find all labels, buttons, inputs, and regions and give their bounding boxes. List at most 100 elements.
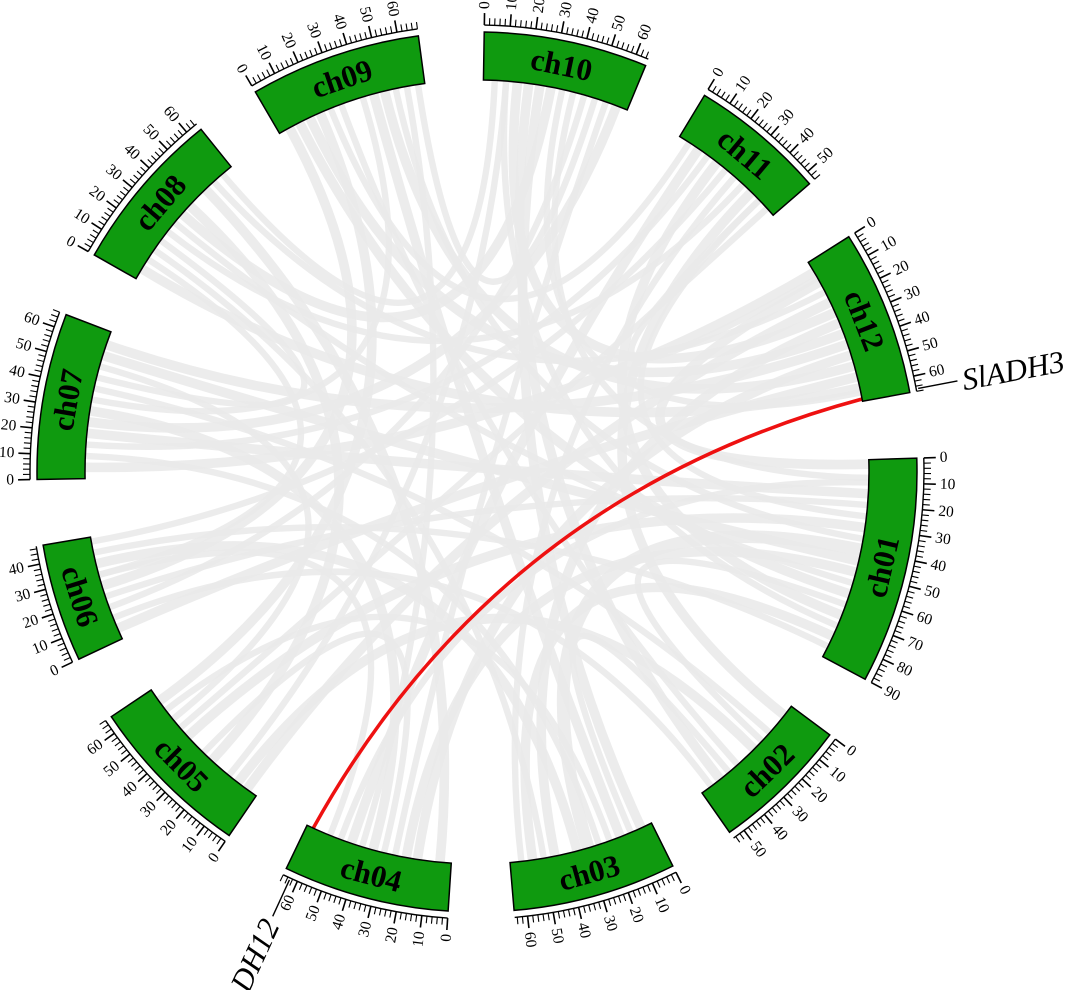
major-tick [743,829,752,841]
minor-tick [329,42,333,50]
minor-tick [918,540,926,543]
major-tick [509,14,512,27]
minor-tick [562,910,566,918]
synteny-link-19 [93,385,772,736]
synteny-link-61 [211,179,827,364]
minor-tick [303,885,308,893]
major-tick [770,125,780,136]
minor-tick [50,314,58,318]
minor-tick [787,793,793,799]
major-tick [341,899,347,912]
tick-label-ch06-40: 40 [7,559,26,579]
minor-tick [266,69,271,77]
minor-tick [532,915,535,923]
major-tick [801,778,812,788]
minor-tick [279,874,284,882]
major-tick [867,248,879,256]
minor-tick [378,908,382,916]
minor-tick [389,910,392,918]
minor-tick [921,514,929,517]
tick-label-ch03-30: 30 [600,914,621,934]
tick-label-ch03-40: 40 [574,921,594,940]
minor-tick [117,745,124,751]
tick-label-ch05-40: 40 [118,778,141,801]
minor-tick [566,27,569,35]
major-tick [446,917,449,931]
tick-label-ch08-0: 0 [63,232,78,251]
minor-tick [113,199,120,205]
minor-tick [165,140,172,147]
minor-tick [284,876,289,884]
minor-tick [878,668,885,673]
major-tick [854,225,866,234]
tick-label-ch05-60: 60 [84,736,107,759]
axis-arc-ch01 [870,457,925,683]
chromosome-block-ch05 [110,688,258,837]
tick-label-ch08-30: 30 [102,161,125,184]
minor-tick [26,416,34,419]
tick-label-ch03-50: 50 [548,927,567,945]
minor-tick [530,21,533,29]
tick-label-ch04-30: 30 [355,920,375,939]
minor-tick [105,728,112,734]
minor-tick [436,917,438,925]
tick-label-ch04-50: 50 [302,903,323,924]
minor-tick [104,211,111,217]
minor-tick [720,91,726,98]
minor-tick [550,24,554,32]
major-tick [245,75,253,87]
gene-label-to: SlADH12 [205,914,286,990]
major-tick [922,508,935,512]
minor-tick [779,800,786,807]
minor-tick [785,143,792,150]
tick-label-ch11-0: 0 [709,64,728,80]
minor-tick [746,109,752,116]
synteny-link-59 [165,182,746,345]
major-tick [175,809,185,820]
minor-tick [906,595,914,599]
minor-tick [898,620,906,624]
synteny-link-68 [543,88,862,410]
major-tick [651,882,658,895]
minor-tick [324,44,328,52]
minor-tick [212,835,218,842]
minor-tick [35,364,43,368]
minor-tick [145,776,151,783]
tick-label-ch09-60: 60 [383,0,403,18]
minor-tick [661,878,666,886]
minor-tick [771,807,778,814]
gene-label-from: SlADH35 [959,341,1065,398]
minor-tick [45,328,53,333]
minor-tick [888,293,896,298]
minor-tick [129,178,136,184]
minor-tick [520,20,522,28]
minor-tick [904,338,912,342]
tick-label-ch12-10: 10 [878,232,900,255]
minor-tick [339,39,343,47]
minor-tick [912,570,920,574]
minor-tick [875,672,883,677]
major-tick [882,658,895,666]
tick-label-ch08-20: 20 [86,183,109,206]
minor-tick [89,233,97,239]
minor-tick [299,53,304,61]
minor-tick [216,838,222,845]
minor-tick [908,353,916,357]
chromosome-block-ch02 [700,705,831,834]
minor-tick [399,912,402,920]
tick-label-ch09-40: 40 [329,12,350,32]
synteny-link-31 [511,174,738,862]
minor-tick [404,913,408,921]
tick-label-ch02-20: 20 [808,784,831,807]
minor-tick [29,395,37,398]
tick-label-ch12-0: 0 [864,213,880,232]
minor-tick [793,151,799,157]
synteny-link-65 [379,89,856,394]
minor-tick [280,62,285,70]
chromosome-block-ch11 [678,94,811,217]
minor-tick [754,116,760,123]
minor-tick [812,766,819,773]
